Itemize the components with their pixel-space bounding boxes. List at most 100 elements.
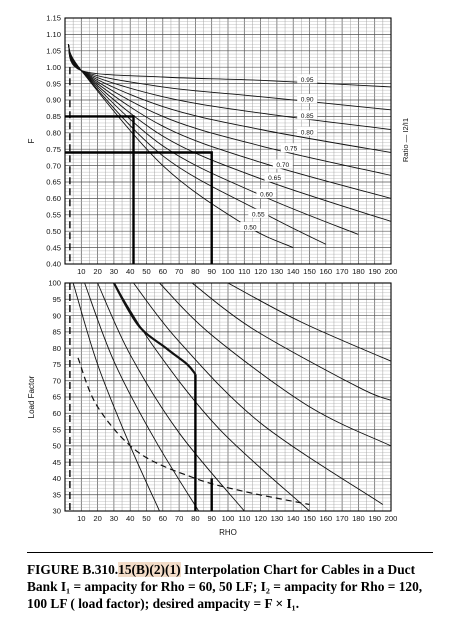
y-tick-label: 1.15 [46, 14, 61, 23]
x-tick-label: 180 [352, 514, 365, 523]
x-tick-label: 200 [385, 514, 398, 523]
load-curve [77, 357, 310, 506]
x-tick-label: 190 [368, 514, 381, 523]
x-tick-label: 60 [159, 267, 167, 276]
x-tick-label: 160 [319, 514, 332, 523]
curve-label-bg [297, 126, 318, 136]
figure-caption: FIGURE B.310.15(B)(2)(1) Interpolation C… [27, 561, 433, 612]
y-tick-label: 1.05 [46, 47, 61, 56]
curve-label-bg [297, 110, 318, 120]
curve-label: 0.55 [252, 211, 265, 218]
y-tick-label: 50 [53, 442, 61, 451]
y-tick-label: 0.60 [46, 194, 61, 203]
curve-label-bg [297, 74, 318, 84]
x-tick-label: 150 [303, 514, 316, 523]
caption-prefix: FIGURE B.310. [27, 562, 119, 577]
curve-label-bg [280, 143, 301, 153]
x-axis-label: RHO [219, 528, 237, 537]
curve-label: 0.75 [284, 146, 297, 153]
x-tick-label: 100 [222, 514, 235, 523]
y-tick-label: 0.80 [46, 129, 61, 138]
x-tick-label: 120 [254, 267, 267, 276]
x-tick-label: 120 [254, 514, 267, 523]
y-tick-label: 30 [53, 507, 61, 516]
x-tick-label: 40 [126, 514, 134, 523]
curve-label-bg [256, 189, 277, 199]
x-tick-label: 180 [352, 267, 365, 276]
curve-label: 0.85 [301, 113, 314, 120]
curve-label: 0.70 [276, 162, 289, 169]
x-tick-label: 80 [191, 514, 199, 523]
x-tick-label: 70 [175, 267, 183, 276]
load-curve [112, 282, 197, 375]
y-tick-label: 0.40 [46, 260, 61, 269]
x-tick-label: 50 [142, 514, 150, 523]
x-tick-label: 110 [238, 267, 250, 276]
x-tick-label: 200 [385, 267, 398, 276]
y-tick-label: 60 [53, 409, 61, 418]
y-axis-label: Load Factor [27, 375, 36, 418]
y-tick-label: 95 [53, 295, 61, 304]
curve-label: 0.60 [260, 192, 273, 199]
x-tick-label: 160 [319, 267, 332, 276]
y-tick-label: 0.65 [46, 178, 61, 187]
x-tick-label: 20 [93, 267, 101, 276]
y-tick-label: 100 [48, 279, 61, 288]
x-tick-label: 10 [77, 267, 85, 276]
example-path [65, 115, 135, 264]
y-tick-label: 75 [53, 360, 61, 369]
x-tick-label: 150 [303, 267, 316, 276]
caption-text: Interpolation Chart for Cables in a Duct… [27, 562, 423, 611]
y-tick-label: 85 [53, 328, 61, 337]
load-curve [133, 282, 384, 505]
load-curve [227, 282, 392, 362]
y-tick-label: 80 [53, 344, 61, 353]
load-curve [97, 282, 245, 512]
x-tick-label: 130 [271, 267, 284, 276]
y-tick-label: 0.85 [46, 112, 61, 121]
curve-label-bg [248, 208, 269, 218]
curve-label: 0.95 [301, 77, 314, 84]
y-tick-label: 0.45 [46, 243, 61, 252]
y-tick-label: 65 [53, 393, 61, 402]
bottom-curves [72, 282, 392, 512]
curve-label: 0.80 [301, 129, 314, 136]
ratio-axis-label: Ratio — I2/I1 [401, 118, 410, 162]
interpolation-chart: 1.15 1.10 1.05 1.00 0.95 0.90 0.85 0.80 0.75 0.70… [27, 14, 410, 537]
y-tick-label: 0.70 [46, 161, 61, 170]
curve-label-bg [240, 221, 261, 231]
load-curve [113, 282, 310, 512]
curve-label: 0.90 [301, 97, 314, 104]
y-tick-label: 70 [53, 376, 61, 385]
y-tick-label: 0.90 [46, 96, 61, 105]
top-plot-frame [64, 17, 392, 265]
x-tick-label: 40 [126, 267, 134, 276]
y-tick-label: 45 [53, 458, 61, 467]
x-tick-label: 80 [191, 267, 199, 276]
x-tick-label: 110 [238, 514, 250, 523]
curve-label: 0.65 [268, 175, 281, 182]
x-tick-label: 140 [287, 514, 300, 523]
x-tick-label: 10 [77, 514, 85, 523]
y-axis-label: F [27, 138, 36, 143]
curve-label-bg [272, 159, 293, 169]
caption-rule [27, 552, 433, 553]
x-tick-label: 130 [271, 514, 284, 523]
load-curve [84, 282, 200, 512]
y-tick-label: 0.50 [46, 227, 61, 236]
curve-label: 0.50 [244, 224, 257, 231]
x-tick-label: 70 [175, 514, 183, 523]
load-curve [159, 282, 392, 447]
y-tick-label: 55 [53, 425, 61, 434]
y-tick-label: 40 [53, 474, 61, 483]
curve-label-bg [297, 94, 318, 103]
y-tick-label: 1.00 [46, 63, 61, 72]
example-path [65, 151, 213, 264]
x-tick-label: 140 [287, 267, 300, 276]
top-chart-f-ratio: 1.15 1.10 1.05 1.00 0.95 0.90 0.85 0.80 0.75 0.70… [27, 14, 410, 276]
bottom-grid [64, 282, 392, 512]
x-tick-label: 30 [110, 267, 118, 276]
y-tick-label: 0.95 [46, 79, 61, 88]
x-tick-label: 90 [207, 267, 215, 276]
x-tick-label: 50 [142, 267, 150, 276]
